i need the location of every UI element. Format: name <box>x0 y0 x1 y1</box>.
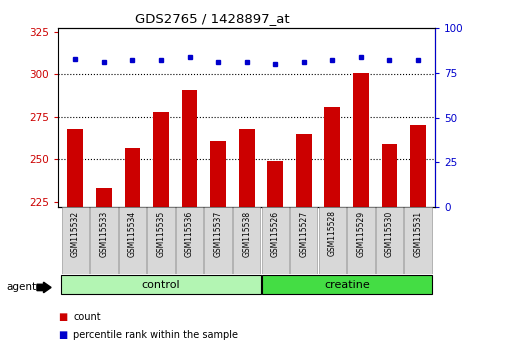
Text: GSM115531: GSM115531 <box>413 210 422 257</box>
Text: GSM115537: GSM115537 <box>213 210 222 257</box>
Bar <box>153 112 169 207</box>
Text: count: count <box>73 312 101 322</box>
Bar <box>324 107 339 207</box>
Bar <box>295 134 311 207</box>
Text: control: control <box>141 280 180 290</box>
Text: GSM115529: GSM115529 <box>356 210 365 257</box>
Text: ■: ■ <box>58 330 67 339</box>
Bar <box>318 207 345 274</box>
Bar <box>176 207 203 274</box>
Text: GSM115534: GSM115534 <box>128 210 137 257</box>
Text: GSM115533: GSM115533 <box>99 210 108 257</box>
Bar <box>403 207 431 274</box>
Bar <box>181 90 197 207</box>
Bar <box>210 141 226 207</box>
Text: GDS2765 / 1428897_at: GDS2765 / 1428897_at <box>135 12 289 25</box>
Bar <box>147 207 174 274</box>
Text: percentile rank within the sample: percentile rank within the sample <box>73 330 238 339</box>
Bar <box>96 188 112 207</box>
Text: GSM115538: GSM115538 <box>242 210 250 257</box>
Bar <box>289 207 317 274</box>
Bar <box>346 207 374 274</box>
Bar <box>90 207 117 274</box>
Bar <box>62 207 89 274</box>
Bar <box>261 207 288 274</box>
Text: agent: agent <box>7 282 37 292</box>
Text: GSM115528: GSM115528 <box>327 210 336 256</box>
Text: ■: ■ <box>58 312 67 322</box>
Bar <box>267 161 282 207</box>
Text: GSM115532: GSM115532 <box>71 210 80 257</box>
Bar <box>375 207 402 274</box>
Bar <box>124 148 140 207</box>
Text: GSM115527: GSM115527 <box>298 210 308 257</box>
Bar <box>67 129 83 207</box>
Text: GSM115530: GSM115530 <box>384 210 393 257</box>
Text: GSM115526: GSM115526 <box>270 210 279 257</box>
Text: GSM115535: GSM115535 <box>156 210 165 257</box>
Bar <box>61 275 261 295</box>
Bar <box>410 125 425 207</box>
Bar <box>232 207 260 274</box>
Bar <box>204 207 231 274</box>
Bar <box>352 73 368 207</box>
Text: creatine: creatine <box>324 280 370 290</box>
Bar <box>262 275 431 295</box>
Bar <box>119 207 146 274</box>
Text: GSM115536: GSM115536 <box>185 210 194 257</box>
Bar <box>238 129 254 207</box>
Bar <box>381 144 396 207</box>
